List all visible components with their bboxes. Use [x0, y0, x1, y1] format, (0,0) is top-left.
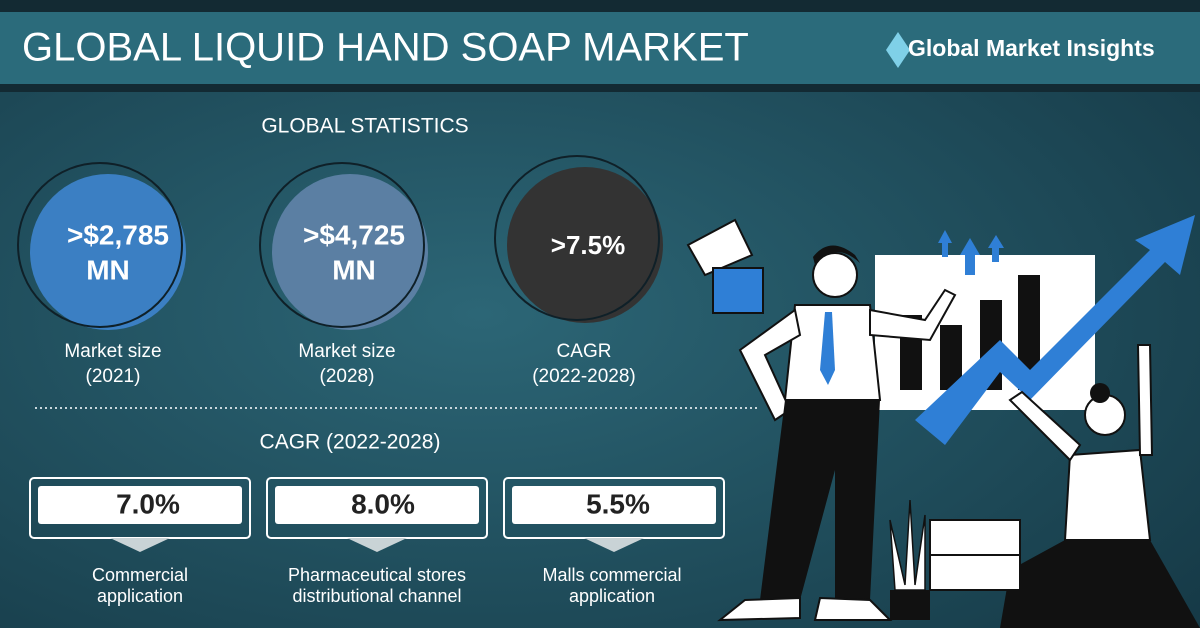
pointer — [110, 538, 170, 552]
stat-unit: MN — [332, 254, 376, 285]
plant — [889, 499, 926, 591]
segment-label: application — [97, 586, 183, 606]
up-arrow — [992, 248, 999, 262]
board-bar — [940, 325, 962, 390]
title-bar-edge — [0, 84, 1200, 92]
person-hair — [1090, 383, 1110, 403]
stat-value: >$2,785 — [67, 219, 169, 250]
up-arrow — [965, 255, 975, 275]
up-arrow — [942, 243, 948, 257]
segment-label: Malls commercial — [542, 565, 681, 585]
up-arrow — [988, 235, 1004, 248]
person-arm — [869, 288, 957, 342]
stat-period: (2028) — [320, 366, 375, 387]
stat-period: (2022-2028) — [532, 366, 636, 387]
stat-ring — [17, 162, 183, 328]
pointer — [584, 538, 644, 552]
segment-value: 5.5% — [586, 488, 650, 519]
stat-unit: MN — [86, 254, 130, 285]
stat-label: Market size — [298, 341, 395, 362]
stat-ring — [259, 162, 425, 328]
segment-value: 8.0% — [351, 488, 415, 519]
logo-icon — [886, 32, 910, 68]
stat-circle — [30, 174, 186, 330]
stat-value: >7.5% — [551, 230, 625, 260]
segment-label: Commercial — [92, 565, 188, 585]
top-band — [0, 0, 1200, 12]
stat-value: >$4,725 — [303, 219, 405, 250]
box — [512, 486, 716, 524]
segment-value: 7.0% — [116, 488, 180, 519]
section-title: CAGR (2022-2028) — [260, 431, 441, 454]
illustration — [686, 215, 1200, 628]
pointer — [347, 538, 407, 552]
person-legs — [1000, 540, 1200, 628]
stat-period: (2021) — [86, 366, 141, 387]
box — [38, 486, 242, 524]
segment-label: Pharmaceutical stores — [288, 565, 466, 585]
title-bar — [0, 12, 1200, 88]
paper — [686, 218, 754, 277]
up-arrow — [960, 238, 980, 255]
segment-label: distributional channel — [292, 586, 461, 606]
board-bar — [1018, 275, 1040, 390]
plant-pot — [890, 590, 930, 620]
person-tie — [820, 312, 835, 385]
growth-arrow — [915, 215, 1195, 445]
stat-label: CAGR — [557, 341, 612, 362]
segment-label: application — [569, 586, 655, 606]
stat-ring — [494, 155, 660, 321]
logo: Global Market Insights — [908, 35, 1155, 61]
title: GLOBAL LIQUID HAND SOAP MARKET — [22, 26, 749, 70]
box — [275, 486, 479, 524]
person-head — [812, 252, 858, 298]
stat-circle — [272, 174, 428, 330]
section-title: GLOBAL STATISTICS — [261, 115, 468, 138]
person-legs — [760, 400, 880, 600]
paper — [712, 267, 764, 314]
person-body — [1063, 448, 1152, 541]
person-hair — [813, 245, 860, 265]
up-arrow — [938, 230, 952, 243]
person-arm — [1008, 344, 1154, 462]
stat-label: Market size — [64, 341, 161, 362]
stat-circle — [507, 167, 663, 323]
